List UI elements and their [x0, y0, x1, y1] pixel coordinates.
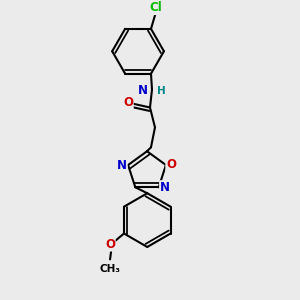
Text: N: N: [160, 181, 170, 194]
Text: H: H: [157, 85, 166, 96]
Text: Cl: Cl: [150, 2, 162, 14]
Text: CH₃: CH₃: [100, 264, 121, 274]
Text: N: N: [138, 84, 148, 97]
Text: N: N: [117, 158, 127, 172]
Text: O: O: [105, 238, 115, 251]
Text: O: O: [166, 158, 176, 170]
Text: O: O: [123, 96, 133, 109]
